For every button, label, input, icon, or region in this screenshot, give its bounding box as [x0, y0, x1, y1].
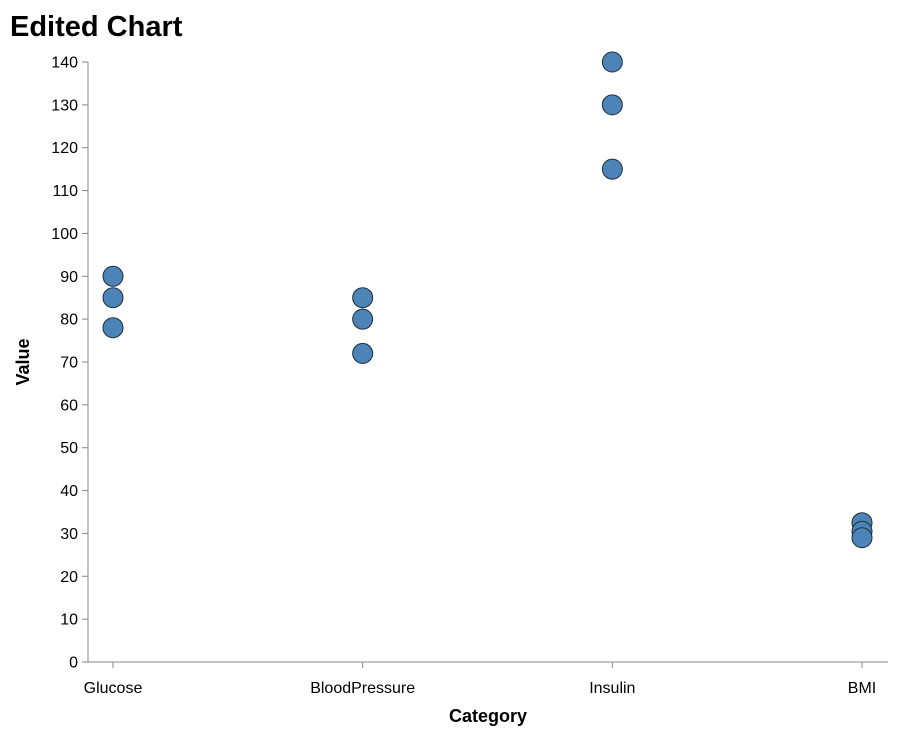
- data-point: [102, 287, 124, 309]
- y-axis-title: Value: [13, 338, 33, 385]
- y-tick-label: 90: [60, 269, 78, 286]
- x-tick-label: BMI: [848, 680, 876, 697]
- data-point: [601, 94, 623, 116]
- y-tick-label: 110: [52, 183, 78, 200]
- data-points: [102, 51, 873, 549]
- y-tick-label: 20: [60, 569, 78, 586]
- y-tick-label: 40: [60, 483, 78, 500]
- data-point: [102, 317, 124, 339]
- y-tick-label: 120: [51, 140, 78, 157]
- data-point: [102, 265, 124, 287]
- data-point: [352, 308, 374, 330]
- y-tick-label: 50: [60, 440, 78, 457]
- x-tick-label: Glucose: [84, 680, 143, 697]
- y-tick-label: 100: [51, 226, 78, 243]
- chart-title: Edited Chart: [10, 11, 183, 43]
- x-tick-label: Insulin: [589, 680, 635, 697]
- y-tick-label: 30: [60, 526, 78, 543]
- y-tick-label: 130: [51, 97, 78, 114]
- y-tick-label: 140: [51, 55, 78, 72]
- x-axis: Glucose BloodPressure Insulin BMI: [84, 661, 888, 697]
- y-tick-label: 70: [60, 355, 78, 372]
- y-tick-label: 10: [60, 612, 78, 629]
- data-point: [352, 287, 374, 309]
- x-axis-title: Category: [449, 706, 527, 726]
- y-tick-label: 60: [60, 397, 78, 414]
- data-point: [601, 158, 623, 180]
- data-point: [601, 51, 623, 73]
- x-tick-label: BloodPressure: [310, 680, 415, 697]
- data-point: [851, 527, 873, 549]
- y-tick-label: 80: [60, 312, 78, 329]
- y-tick-label: 0: [69, 655, 78, 672]
- y-axis: 0 10 20 30 40 50 60 70 80 90 100 110 120 130 140: [51, 55, 89, 672]
- data-point: [352, 342, 374, 364]
